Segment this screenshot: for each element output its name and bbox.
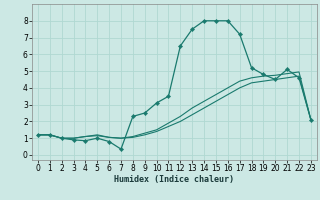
X-axis label: Humidex (Indice chaleur): Humidex (Indice chaleur) — [115, 175, 234, 184]
